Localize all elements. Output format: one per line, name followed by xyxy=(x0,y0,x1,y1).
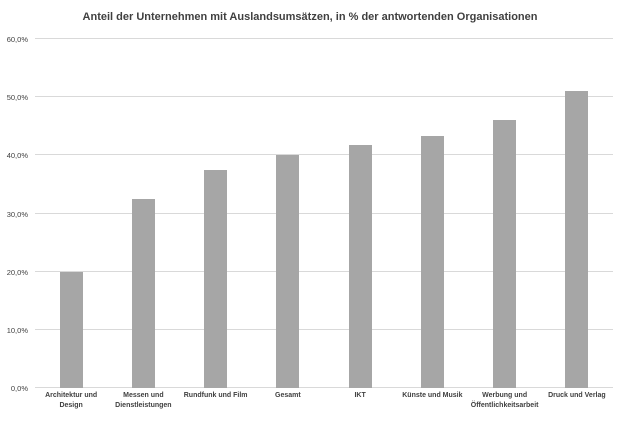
gridline xyxy=(35,270,613,272)
bar-series xyxy=(35,39,613,388)
y-tick-label: 0,0% xyxy=(10,384,28,393)
bar xyxy=(131,198,155,388)
y-tick-label: 20,0% xyxy=(6,267,28,277)
y-tick-label: 30,0% xyxy=(6,209,28,219)
bar xyxy=(276,155,300,388)
chart-title: Anteil der Unternehmen mit Auslandsumsät… xyxy=(82,11,538,23)
bar xyxy=(420,136,444,388)
bar-column xyxy=(324,39,396,388)
x-category-label: Rundfunk und Film xyxy=(183,392,248,399)
bar-column xyxy=(252,39,324,388)
bar xyxy=(493,120,517,388)
x-category-label: Künste und Musik xyxy=(402,392,463,399)
bar xyxy=(348,145,372,388)
bar-column xyxy=(396,39,468,388)
x-category-label: Gesamt xyxy=(275,392,301,399)
gridline xyxy=(35,96,613,98)
bar-column xyxy=(541,39,613,388)
bar-column xyxy=(180,39,252,388)
gridline xyxy=(35,328,613,330)
gridline xyxy=(35,154,613,156)
y-tick-label: 10,0% xyxy=(6,325,28,335)
gridline xyxy=(35,387,613,388)
x-category-label: Werbung und Öffentlichkeitsarbeit xyxy=(470,392,539,410)
gridline xyxy=(35,212,613,214)
y-tick-label: 50,0% xyxy=(6,93,28,103)
plot-area xyxy=(35,38,613,388)
x-axis-category-labels: Architektur und Design Messen und Dienstl… xyxy=(35,391,613,411)
y-tick-label: 60,0% xyxy=(6,35,28,44)
bar xyxy=(204,169,228,388)
x-category-label: Druck und Verlag xyxy=(548,392,606,399)
y-tick-label: 40,0% xyxy=(6,151,28,161)
bar-column xyxy=(35,39,107,388)
x-category-label: Architektur und Design xyxy=(45,392,98,410)
bar xyxy=(565,91,589,388)
gridline xyxy=(35,38,613,39)
bar-column xyxy=(107,39,179,388)
bar xyxy=(59,271,83,388)
y-axis-tick-labels: 0,0% 10,0% 20,0% 30,0% 40,0% 50,0% 60,0% xyxy=(0,35,28,393)
gridlines xyxy=(35,38,613,388)
x-category-label: IKT xyxy=(354,392,366,399)
bar-column xyxy=(469,39,541,388)
x-category-label: Messen und Dienstleistungen xyxy=(115,392,172,410)
